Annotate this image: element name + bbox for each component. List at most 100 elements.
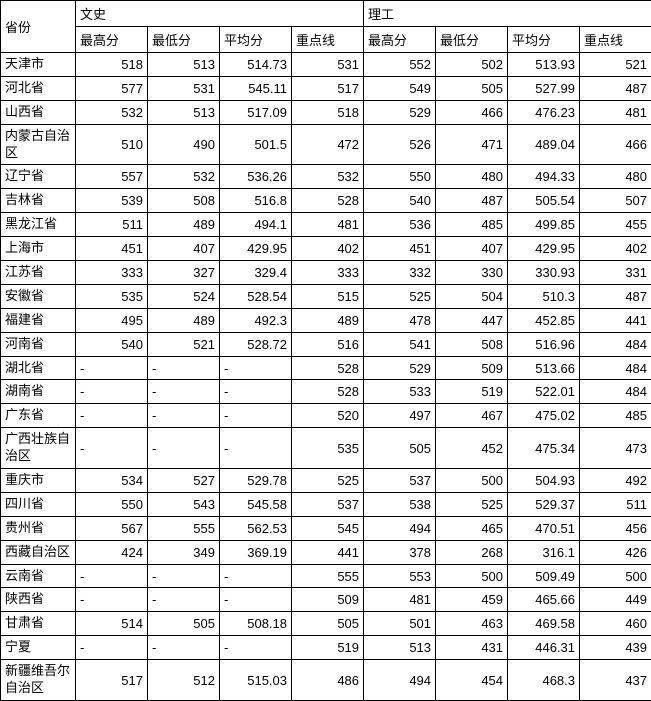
cell-lg-2: 465.66 [508,588,580,612]
cell-ws-0: - [76,356,148,380]
cell-province: 陕西省 [1,588,76,612]
cell-lg-2: 529.37 [508,492,580,516]
cell-ws-2: 562.53 [220,516,292,540]
cell-lg-3: 480 [580,165,651,189]
cell-ws-1: 407 [148,237,220,261]
header-lg-avg: 平均分 [508,27,580,53]
table-row: 福建省495489492.3489478447452.85441 [1,308,651,332]
cell-ws-3: 489 [292,308,364,332]
cell-province: 河南省 [1,332,76,356]
cell-lg-3: 521 [580,53,651,77]
table-row: 吉林省539508516.8528540487505.54507 [1,189,651,213]
cell-ws-0: 518 [76,53,148,77]
cell-lg-2: 452.85 [508,308,580,332]
cell-lg-1: 500 [436,469,508,493]
cell-lg-1: 454 [436,660,508,701]
cell-ws-1: 508 [148,189,220,213]
cell-lg-1: 459 [436,588,508,612]
cell-ws-1: 543 [148,492,220,516]
header-province: 省份 [1,1,76,53]
header-lg-key: 重点线 [580,27,651,53]
cell-ws-2: 545.11 [220,76,292,100]
cell-lg-1: 509 [436,356,508,380]
cell-lg-0: 552 [364,53,436,77]
table-row: 云南省---555553500509.49500 [1,564,651,588]
cell-province: 天津市 [1,53,76,77]
cell-lg-0: 526 [364,124,436,165]
cell-ws-1: 489 [148,308,220,332]
cell-lg-3: 441 [580,308,651,332]
cell-ws-1: 531 [148,76,220,100]
cell-lg-3: 473 [580,428,651,469]
cell-lg-1: 466 [436,100,508,124]
cell-ws-2: 516.8 [220,189,292,213]
cell-lg-0: 550 [364,165,436,189]
cell-lg-0: 538 [364,492,436,516]
cell-ws-1: 349 [148,540,220,564]
cell-province: 河北省 [1,76,76,100]
header-ws-min: 最低分 [148,27,220,53]
cell-ws-2: 494.1 [220,213,292,237]
cell-ws-2: 545.58 [220,492,292,516]
cell-province: 湖南省 [1,380,76,404]
table-row: 甘肃省514505508.18505501463469.58460 [1,612,651,636]
cell-lg-3: 507 [580,189,651,213]
cell-ws-0: - [76,380,148,404]
cell-lg-1: 467 [436,404,508,428]
cell-ws-2: 514.73 [220,53,292,77]
cell-province: 内蒙古自治区 [1,124,76,165]
cell-province: 湖北省 [1,356,76,380]
cell-lg-2: 476.23 [508,100,580,124]
table-row: 内蒙古自治区510490501.5472526471489.04466 [1,124,651,165]
cell-province: 重庆市 [1,469,76,493]
cell-province: 西藏自治区 [1,540,76,564]
header-row-groups: 省份 文史 理工 [1,1,651,27]
cell-lg-1: 480 [436,165,508,189]
cell-lg-3: 456 [580,516,651,540]
cell-lg-0: 525 [364,284,436,308]
cell-lg-1: 505 [436,76,508,100]
cell-lg-1: 502 [436,53,508,77]
cell-ws-2: - [220,636,292,660]
cell-province: 上海市 [1,237,76,261]
cell-lg-3: 487 [580,76,651,100]
cell-lg-2: 527.99 [508,76,580,100]
cell-lg-1: 465 [436,516,508,540]
cell-ws-1: 327 [148,261,220,285]
cell-ws-2: 536.26 [220,165,292,189]
cell-lg-2: 509.49 [508,564,580,588]
cell-lg-2: 510.3 [508,284,580,308]
cell-ws-0: 550 [76,492,148,516]
cell-province: 黑龙江省 [1,213,76,237]
cell-lg-0: 378 [364,540,436,564]
table-row: 河北省577531545.11517549505527.99487 [1,76,651,100]
cell-province: 云南省 [1,564,76,588]
cell-lg-3: 460 [580,612,651,636]
cell-lg-1: 519 [436,380,508,404]
cell-lg-2: 504.93 [508,469,580,493]
table-row: 重庆市534527529.78525537500504.93492 [1,469,651,493]
header-ws-avg: 平均分 [220,27,292,53]
cell-lg-0: 553 [364,564,436,588]
table-row: 湖南省---528533519522.01484 [1,380,651,404]
cell-ws-2: - [220,564,292,588]
table-body: 天津市518513514.73531552502513.93521河北省5775… [1,53,651,701]
table-row: 宁夏---519513431446.31439 [1,636,651,660]
cell-ws-2: 369.19 [220,540,292,564]
cell-lg-2: 475.34 [508,428,580,469]
cell-lg-3: 485 [580,404,651,428]
cell-lg-3: 402 [580,237,651,261]
cell-lg-2: 429.95 [508,237,580,261]
cell-ws-3: 555 [292,564,364,588]
cell-lg-1: 508 [436,332,508,356]
cell-lg-1: 447 [436,308,508,332]
cell-lg-3: 500 [580,564,651,588]
cell-ws-0: - [76,428,148,469]
cell-ws-1: 555 [148,516,220,540]
cell-lg-3: 484 [580,356,651,380]
cell-ws-2: 528.54 [220,284,292,308]
cell-ws-0: - [76,564,148,588]
cell-lg-0: 536 [364,213,436,237]
cell-ws-3: 515 [292,284,364,308]
cell-lg-3: 426 [580,540,651,564]
